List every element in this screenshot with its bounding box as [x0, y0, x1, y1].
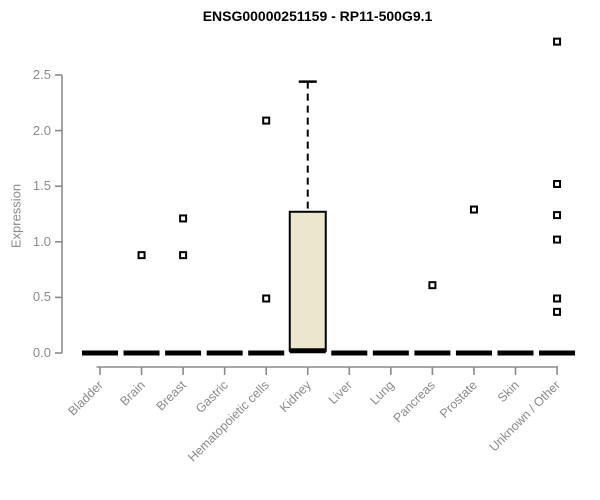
outlier-point [469, 205, 478, 214]
median-line [206, 350, 243, 356]
box [288, 210, 327, 352]
median-line [248, 350, 285, 356]
median-line [539, 350, 576, 356]
outlier-point [553, 294, 562, 303]
median-line [82, 350, 118, 356]
outlier-point [262, 294, 271, 303]
median-line [497, 350, 534, 356]
outlier-point [428, 281, 437, 290]
y-tick-label: 0.5 [32, 289, 51, 305]
outlier-point [262, 116, 271, 125]
median-line [165, 350, 202, 356]
outlier-point [553, 37, 562, 46]
outlier-point [553, 211, 562, 220]
y-tick-label: 1.0 [32, 233, 51, 249]
y-tick-label: 2.0 [32, 122, 51, 138]
outlier-point [179, 251, 188, 260]
median-line [372, 350, 409, 356]
median-line [331, 350, 368, 356]
median-line [414, 350, 451, 356]
median-line [123, 350, 160, 356]
y-tick-label: 1.5 [32, 178, 51, 194]
outlier-point [179, 214, 188, 223]
outlier-point [553, 235, 562, 244]
outlier-point [553, 179, 562, 188]
median-line [289, 348, 326, 354]
median-line [455, 350, 492, 356]
chart-title: ENSG00000251159 - RP11-500G9.1 [202, 8, 433, 24]
outlier-point [553, 307, 562, 316]
y-tick-label: 2.5 [32, 67, 51, 82]
outlier-point [137, 251, 146, 260]
y-tick-label: 0.0 [32, 345, 51, 360]
